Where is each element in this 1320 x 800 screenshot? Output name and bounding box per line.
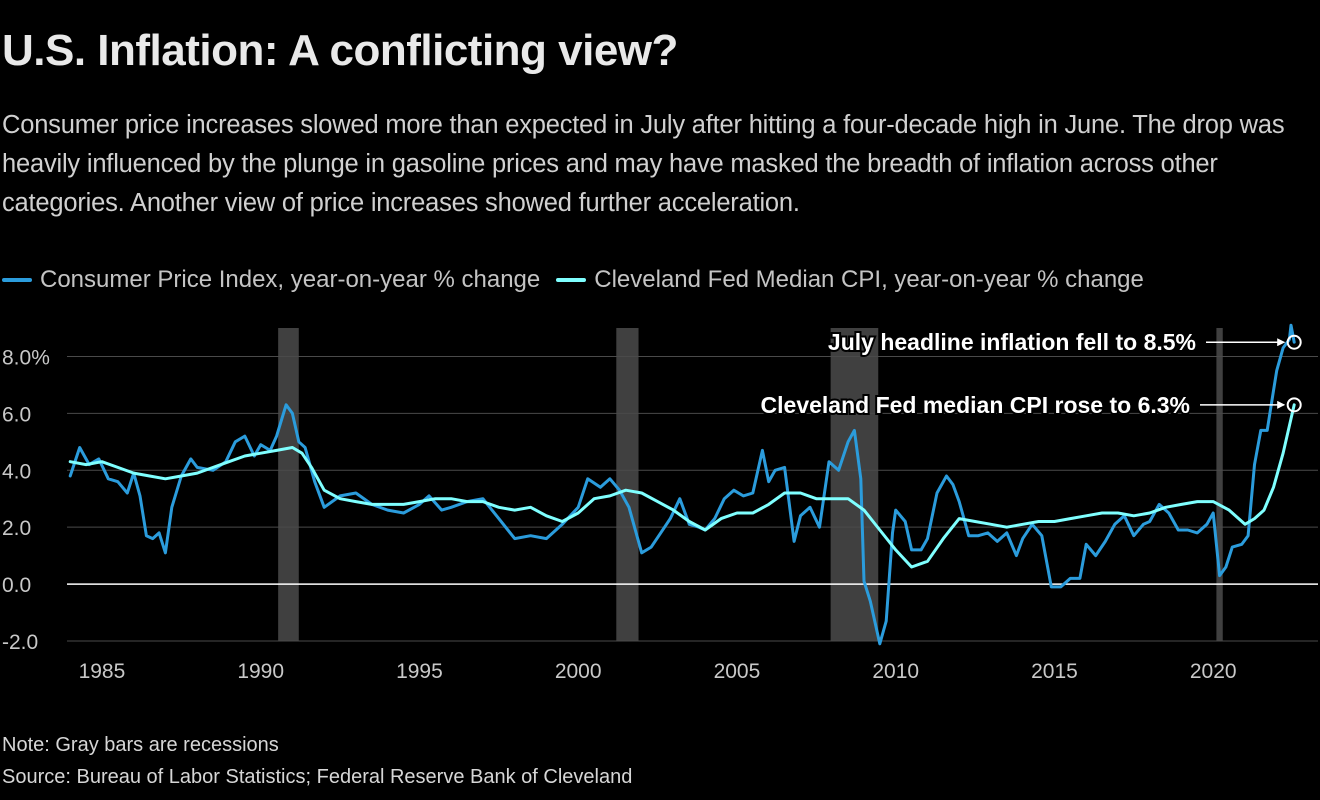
annotation-label-1: Cleveland Fed median CPI rose to 6.3% xyxy=(761,392,1190,418)
y-tick-label: 8.0% xyxy=(2,346,50,369)
recession-bar-2 xyxy=(830,328,879,641)
x-tick-label: 1990 xyxy=(237,660,284,683)
recession-bar-0 xyxy=(278,328,299,641)
legend-label-median-cpi: Cleveland Fed Median CPI, year-on-year %… xyxy=(594,266,1144,293)
y-tick-label: -2.0 xyxy=(2,631,38,654)
legend-swatch-cpi xyxy=(2,278,32,282)
annotation-marker-0 xyxy=(1286,334,1302,350)
legend-item-cpi: Consumer Price Index, year-on-year % cha… xyxy=(2,266,540,294)
y-tick-label: 0.0 xyxy=(2,574,31,597)
chart-source: Source: Bureau of Labor Statistics; Fede… xyxy=(2,766,633,788)
chart-note: Note: Gray bars are recessions xyxy=(2,734,279,756)
annotation-label-0: July headline inflation fell to 8.5% xyxy=(828,329,1196,355)
series-line-median-cpi xyxy=(68,403,1296,569)
legend-swatch-median-cpi xyxy=(556,278,587,282)
x-tick-label: 2005 xyxy=(714,660,761,683)
chart-title: U.S. Inflation: A conflicting view? xyxy=(2,26,678,75)
recession-bar-1 xyxy=(616,328,639,641)
legend-item-median-cpi: Cleveland Fed Median CPI, year-on-year %… xyxy=(556,266,1144,294)
x-tick-label: 2020 xyxy=(1190,660,1237,683)
x-tick-label: 1985 xyxy=(79,660,126,683)
chart-subtitle: Consumer price increases slowed more tha… xyxy=(2,111,1285,217)
y-tick-label: 2.0 xyxy=(2,517,31,540)
legend-label-cpi: Consumer Price Index, year-on-year % cha… xyxy=(40,266,541,293)
x-tick-label: 2000 xyxy=(555,660,602,683)
annotation-marker-1 xyxy=(1286,397,1302,413)
line-chart: -2.0 0.0 2.0 4.0 6.0 8.0% 1985 1990 1995 2000 2005… xyxy=(2,323,1318,683)
legend: Consumer Price Index, year-on-year % cha… xyxy=(2,266,1160,294)
y-tick-label: 6.0 xyxy=(2,403,31,426)
recession-bar-3 xyxy=(1216,328,1223,641)
series-line-cpi xyxy=(68,323,1296,646)
x-tick-label: 2010 xyxy=(872,660,919,683)
y-tick-label: 4.0 xyxy=(2,460,31,483)
x-tick-label: 2015 xyxy=(1031,660,1078,683)
x-tick-label: 1995 xyxy=(396,660,443,683)
